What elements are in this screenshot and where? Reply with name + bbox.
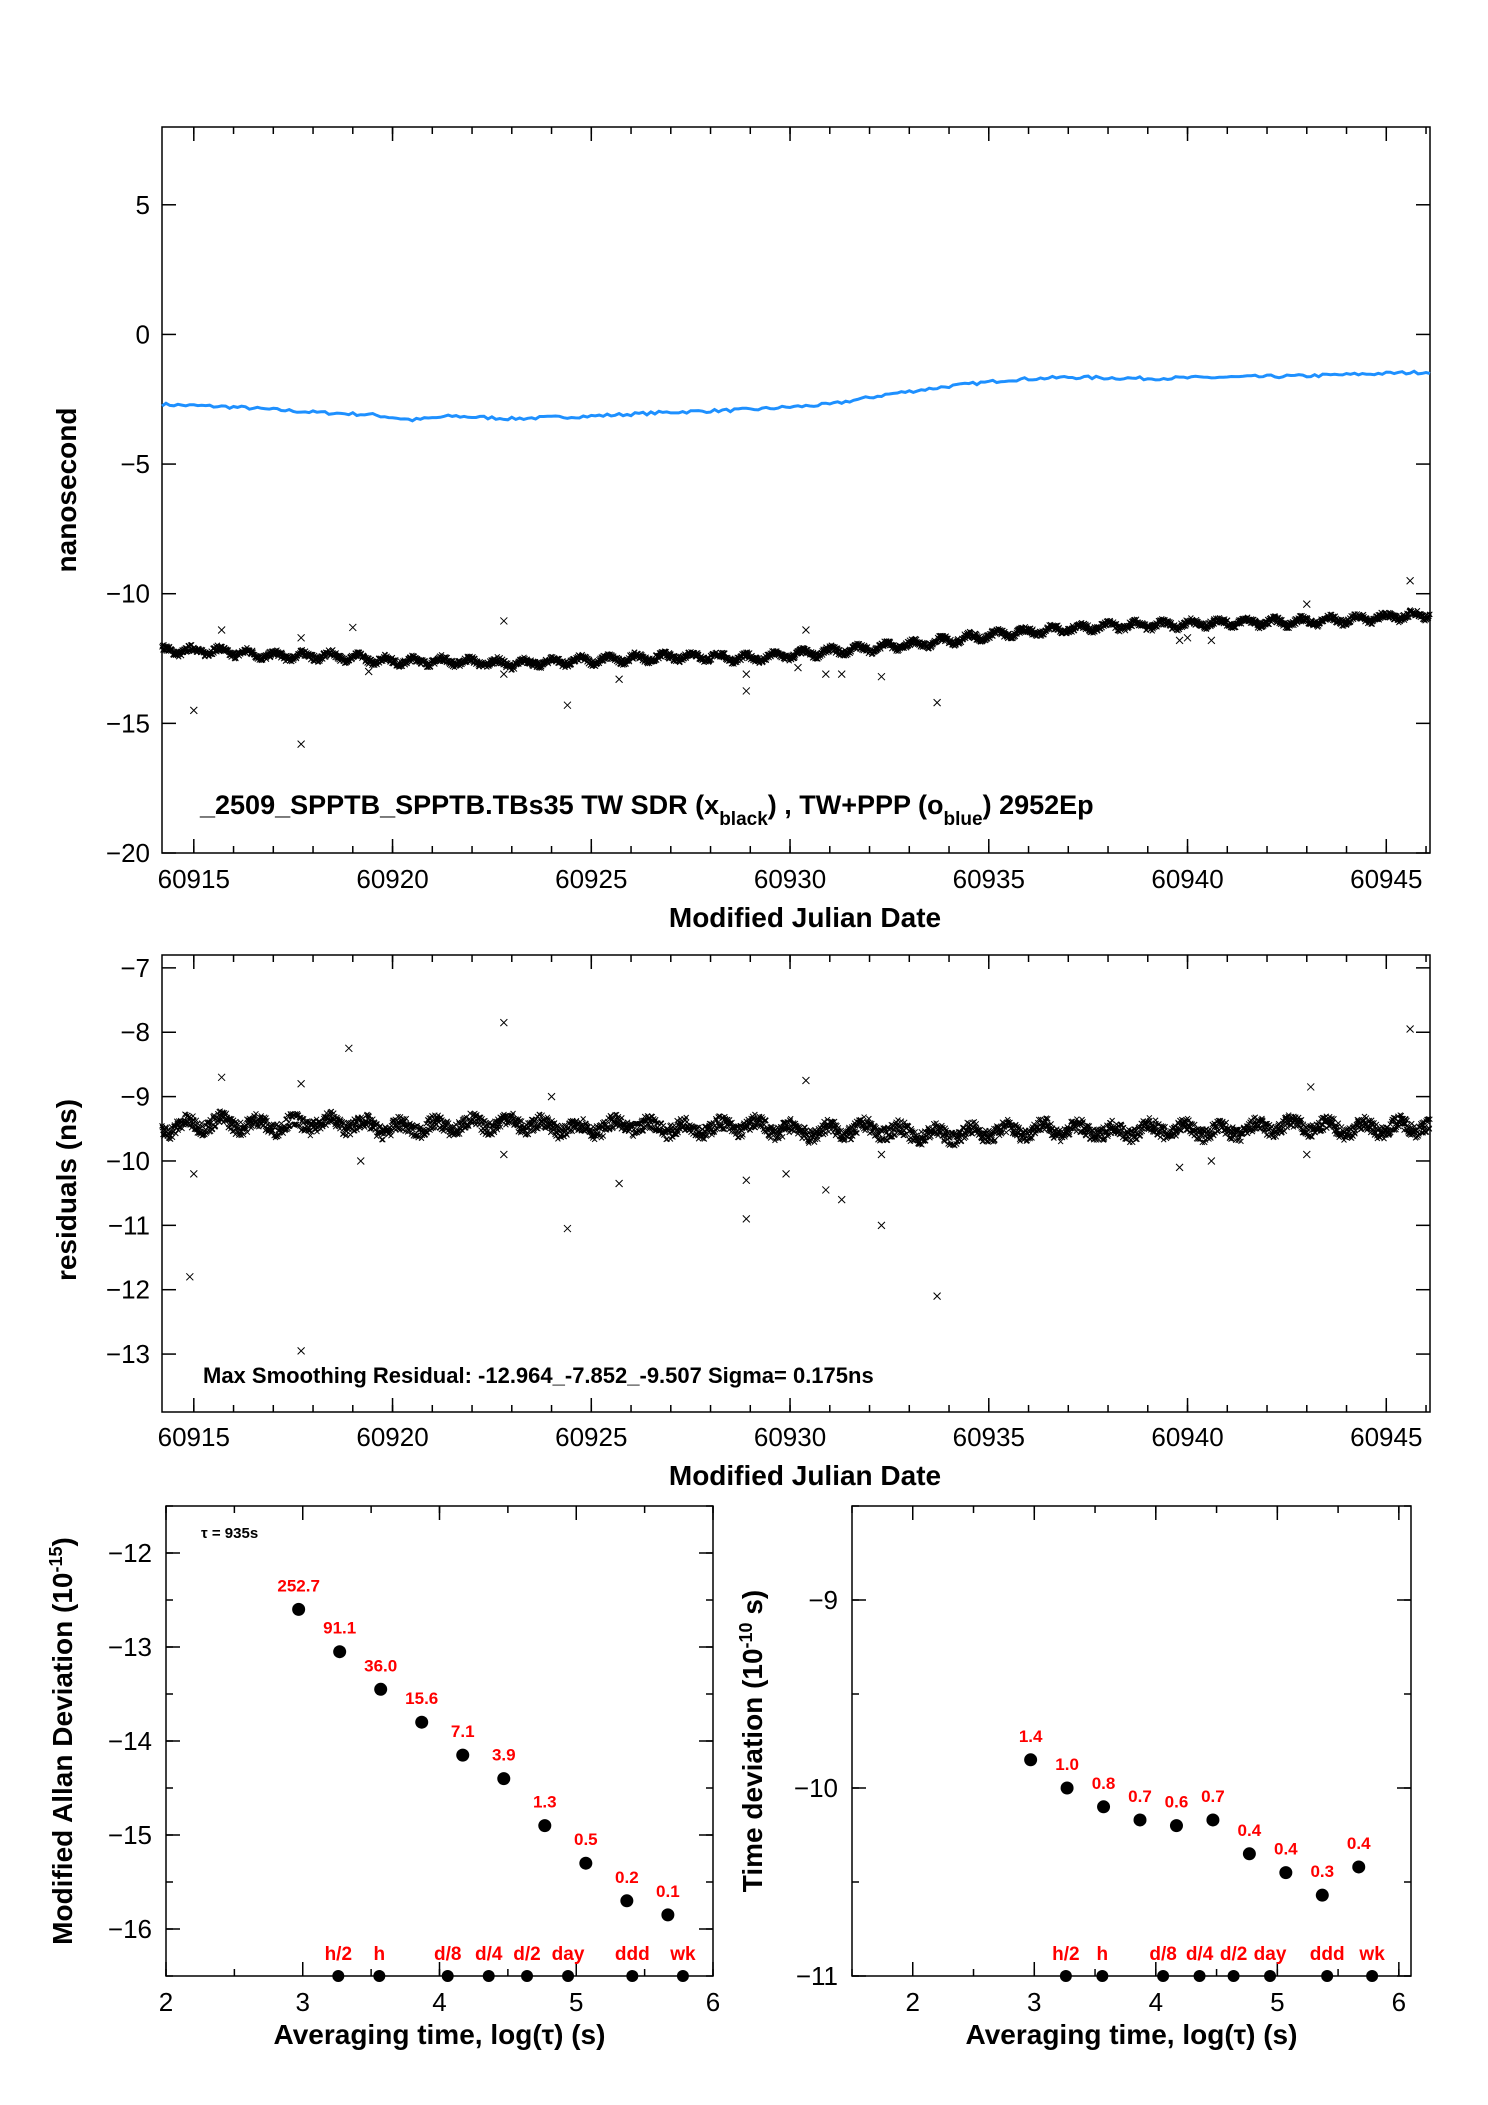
timeseries-ytick-label: −15 bbox=[106, 708, 150, 738]
timeseries-xtick-label: 60945 bbox=[1350, 864, 1422, 894]
timeseries-ytick-label: −10 bbox=[106, 579, 150, 609]
timeseries-frame bbox=[162, 127, 1430, 853]
timeseries-ytick-label: −5 bbox=[120, 449, 150, 479]
timeseries-ytick-label: 0 bbox=[136, 319, 150, 349]
timeseries-ytick-label: −20 bbox=[106, 838, 150, 868]
timeseries-xtick-label: 60920 bbox=[356, 864, 428, 894]
timeseries-series-black bbox=[160, 577, 1433, 747]
timeseries-xtick-label: 60925 bbox=[555, 864, 627, 894]
timeseries-xtick-label: 60915 bbox=[158, 864, 230, 894]
timeseries-series-blue bbox=[162, 371, 1430, 421]
timeseries-ylabel: nanosecond bbox=[51, 408, 82, 573]
timeseries-xtick-label: 60930 bbox=[754, 864, 826, 894]
timeseries-xtick-label: 60940 bbox=[1151, 864, 1223, 894]
timeseries-xtick-label: 60935 bbox=[953, 864, 1025, 894]
timeseries-ytick-label: 5 bbox=[136, 190, 150, 220]
timeseries-xlabel: Modified Julian Date bbox=[669, 902, 941, 933]
